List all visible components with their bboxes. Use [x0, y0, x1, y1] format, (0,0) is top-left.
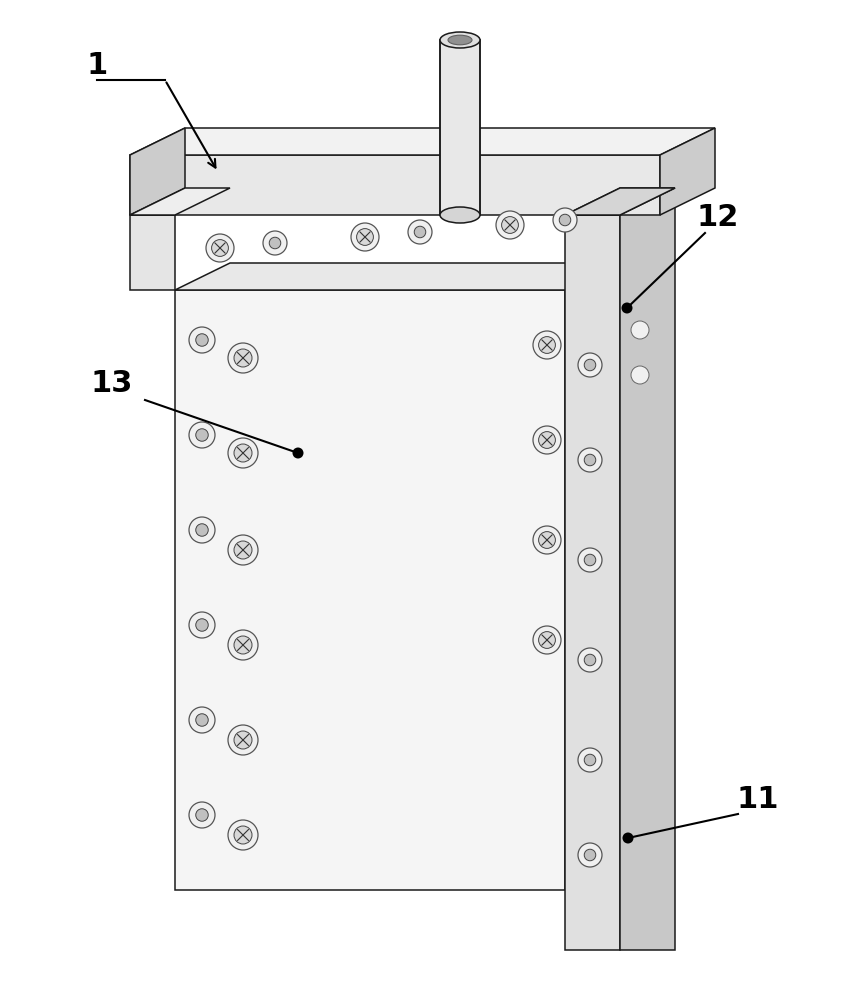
Circle shape [414, 226, 426, 238]
Circle shape [206, 234, 234, 262]
Circle shape [292, 448, 304, 458]
Polygon shape [130, 215, 175, 290]
Ellipse shape [440, 207, 480, 223]
Circle shape [234, 826, 252, 844]
Circle shape [408, 220, 432, 244]
Circle shape [578, 448, 602, 472]
Circle shape [539, 432, 556, 448]
Circle shape [269, 237, 280, 249]
Polygon shape [620, 188, 675, 950]
Polygon shape [175, 263, 620, 290]
Circle shape [631, 321, 649, 339]
Circle shape [578, 648, 602, 672]
Circle shape [578, 748, 602, 772]
Circle shape [234, 349, 252, 367]
Circle shape [539, 337, 556, 353]
Circle shape [584, 554, 596, 566]
Circle shape [584, 454, 596, 466]
Circle shape [622, 302, 633, 314]
Circle shape [578, 843, 602, 867]
Circle shape [622, 832, 634, 844]
Circle shape [584, 849, 596, 861]
Circle shape [496, 211, 524, 239]
Circle shape [584, 654, 596, 666]
Polygon shape [130, 155, 660, 215]
Polygon shape [565, 188, 675, 215]
Circle shape [234, 444, 252, 462]
Polygon shape [440, 40, 480, 215]
Circle shape [189, 802, 215, 828]
Text: 13: 13 [91, 368, 133, 397]
Circle shape [631, 366, 649, 384]
Circle shape [533, 526, 561, 554]
Circle shape [533, 426, 561, 454]
Circle shape [263, 231, 287, 255]
Circle shape [539, 532, 556, 548]
Circle shape [211, 240, 228, 256]
Circle shape [196, 619, 209, 631]
Circle shape [228, 630, 258, 660]
Polygon shape [565, 215, 620, 950]
Polygon shape [130, 128, 185, 215]
Text: 1: 1 [86, 50, 108, 80]
Circle shape [539, 632, 556, 648]
Circle shape [196, 809, 209, 821]
Circle shape [196, 429, 209, 441]
Circle shape [533, 626, 561, 654]
Circle shape [357, 229, 374, 245]
Circle shape [578, 548, 602, 572]
Circle shape [196, 714, 209, 726]
Circle shape [189, 517, 215, 543]
Circle shape [559, 214, 571, 226]
Ellipse shape [440, 32, 480, 48]
Circle shape [228, 725, 258, 755]
Circle shape [578, 353, 602, 377]
Circle shape [196, 524, 209, 536]
Circle shape [584, 359, 596, 371]
Text: 11: 11 [737, 786, 779, 814]
Circle shape [189, 327, 215, 353]
Polygon shape [565, 188, 675, 215]
Polygon shape [130, 188, 230, 215]
Circle shape [502, 217, 518, 233]
Circle shape [189, 422, 215, 448]
Circle shape [234, 541, 252, 559]
Circle shape [189, 707, 215, 733]
Ellipse shape [448, 35, 472, 45]
Circle shape [234, 636, 252, 654]
Circle shape [584, 754, 596, 766]
Circle shape [533, 331, 561, 359]
Circle shape [234, 731, 252, 749]
Circle shape [228, 343, 258, 373]
Circle shape [351, 223, 379, 251]
Polygon shape [130, 128, 715, 155]
Polygon shape [175, 290, 565, 890]
Circle shape [228, 820, 258, 850]
Circle shape [189, 612, 215, 638]
Circle shape [553, 208, 577, 232]
Text: 12: 12 [697, 204, 740, 232]
Circle shape [228, 535, 258, 565]
Circle shape [228, 438, 258, 468]
Circle shape [196, 334, 209, 346]
Polygon shape [660, 128, 715, 215]
